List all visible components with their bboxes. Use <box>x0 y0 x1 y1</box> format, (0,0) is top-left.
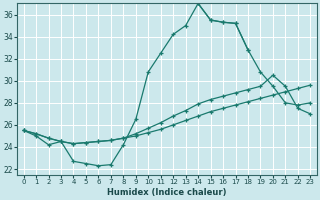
X-axis label: Humidex (Indice chaleur): Humidex (Indice chaleur) <box>107 188 227 197</box>
